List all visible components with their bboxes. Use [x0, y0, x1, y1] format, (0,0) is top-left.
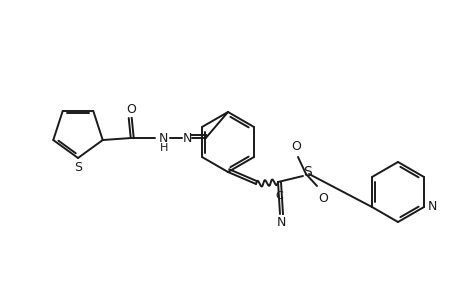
Text: C: C [274, 191, 282, 201]
Text: N: N [183, 131, 192, 145]
Text: O: O [317, 191, 327, 205]
Text: O: O [125, 103, 135, 116]
Text: S: S [303, 165, 312, 179]
Text: O: O [291, 140, 300, 152]
Text: N: N [426, 200, 436, 214]
Text: S: S [74, 160, 82, 173]
Text: N: N [159, 131, 168, 145]
Text: H: H [159, 143, 168, 153]
Text: N: N [276, 215, 285, 229]
